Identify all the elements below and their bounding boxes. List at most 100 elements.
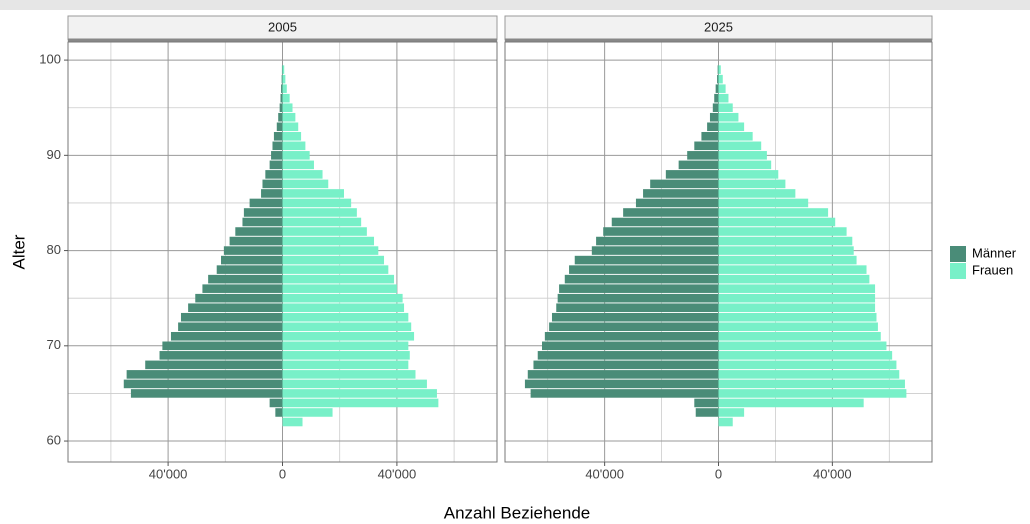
x-axis-title: Anzahl Beziehende [444, 503, 591, 522]
legend-label: Frauen [972, 262, 1013, 277]
bar [718, 198, 809, 208]
bar [281, 65, 283, 74]
bar [574, 255, 719, 265]
bar [718, 179, 786, 189]
bar [282, 351, 410, 360]
bar [718, 132, 753, 141]
y-tick-label: 90 [47, 147, 61, 162]
bar [718, 408, 745, 417]
bar [549, 322, 719, 332]
bar [694, 398, 719, 408]
legend-label: Männer [972, 245, 1017, 260]
bar [282, 255, 385, 265]
bar [718, 208, 829, 217]
bar [712, 103, 719, 112]
bar [280, 93, 283, 103]
bar [717, 74, 719, 84]
bar [126, 370, 283, 379]
bar [718, 255, 857, 265]
bar [715, 84, 719, 93]
bar [718, 293, 876, 303]
bar [718, 312, 877, 322]
bar [718, 103, 733, 112]
bar [718, 284, 876, 293]
bar [282, 160, 314, 170]
bar [527, 370, 719, 379]
bar [678, 160, 719, 170]
bar [130, 389, 283, 398]
bar [718, 189, 796, 198]
bar [282, 303, 405, 312]
bar [603, 227, 719, 236]
bar [269, 160, 283, 170]
bar [282, 170, 323, 179]
bar [282, 322, 412, 332]
bar [282, 370, 416, 379]
x-tick-label: 40'000 [149, 466, 188, 481]
bar [282, 65, 285, 74]
bar [718, 379, 905, 389]
x-tick-label: 0 [279, 466, 286, 481]
bar [718, 141, 762, 151]
bar [223, 246, 283, 255]
bar [718, 398, 864, 408]
bar [282, 84, 287, 93]
bar [559, 284, 719, 293]
y-tick-label: 100 [39, 52, 61, 67]
bar [718, 122, 745, 132]
bar [282, 217, 362, 227]
bar [282, 417, 303, 427]
bar [145, 360, 283, 370]
bar [180, 312, 283, 322]
bar [159, 351, 283, 360]
bar [718, 351, 893, 360]
bar [275, 408, 283, 417]
bar [533, 360, 719, 370]
x-tick-label: 40'000 [813, 466, 852, 481]
bar [537, 351, 719, 360]
bar [281, 84, 283, 93]
bar [569, 265, 719, 274]
bar [556, 303, 719, 312]
bar [282, 141, 306, 151]
bar [216, 265, 283, 274]
bar [718, 217, 836, 227]
bar [282, 189, 344, 198]
bar [718, 265, 867, 274]
bar [709, 112, 719, 122]
bar [707, 122, 719, 132]
bar [282, 103, 293, 112]
bar [282, 246, 379, 255]
bar [249, 198, 283, 208]
bar [694, 141, 719, 151]
bar [596, 236, 719, 246]
bar [718, 93, 729, 103]
bar [282, 151, 310, 160]
bar [282, 341, 409, 351]
bar [551, 312, 719, 322]
bar [718, 170, 779, 179]
x-tick-label: 40'000 [378, 466, 417, 481]
bar [717, 65, 719, 74]
strip [504, 15, 933, 41]
bar [718, 370, 900, 379]
bar [282, 274, 395, 284]
bar [718, 151, 767, 160]
bar [281, 74, 283, 84]
bar [665, 170, 719, 179]
bar [221, 255, 283, 265]
x-tick-label: 40'000 [585, 466, 624, 481]
bar [714, 93, 719, 103]
legend-swatch [950, 263, 966, 279]
bar [718, 65, 721, 74]
bar [162, 341, 283, 351]
bar [718, 274, 870, 284]
bar [282, 284, 397, 293]
bar [718, 322, 878, 332]
bar [235, 227, 283, 236]
x-tick-label: 0 [715, 466, 722, 481]
y-tick-label: 70 [47, 337, 61, 352]
bar [718, 341, 887, 351]
bar [195, 293, 283, 303]
bar [282, 198, 352, 208]
